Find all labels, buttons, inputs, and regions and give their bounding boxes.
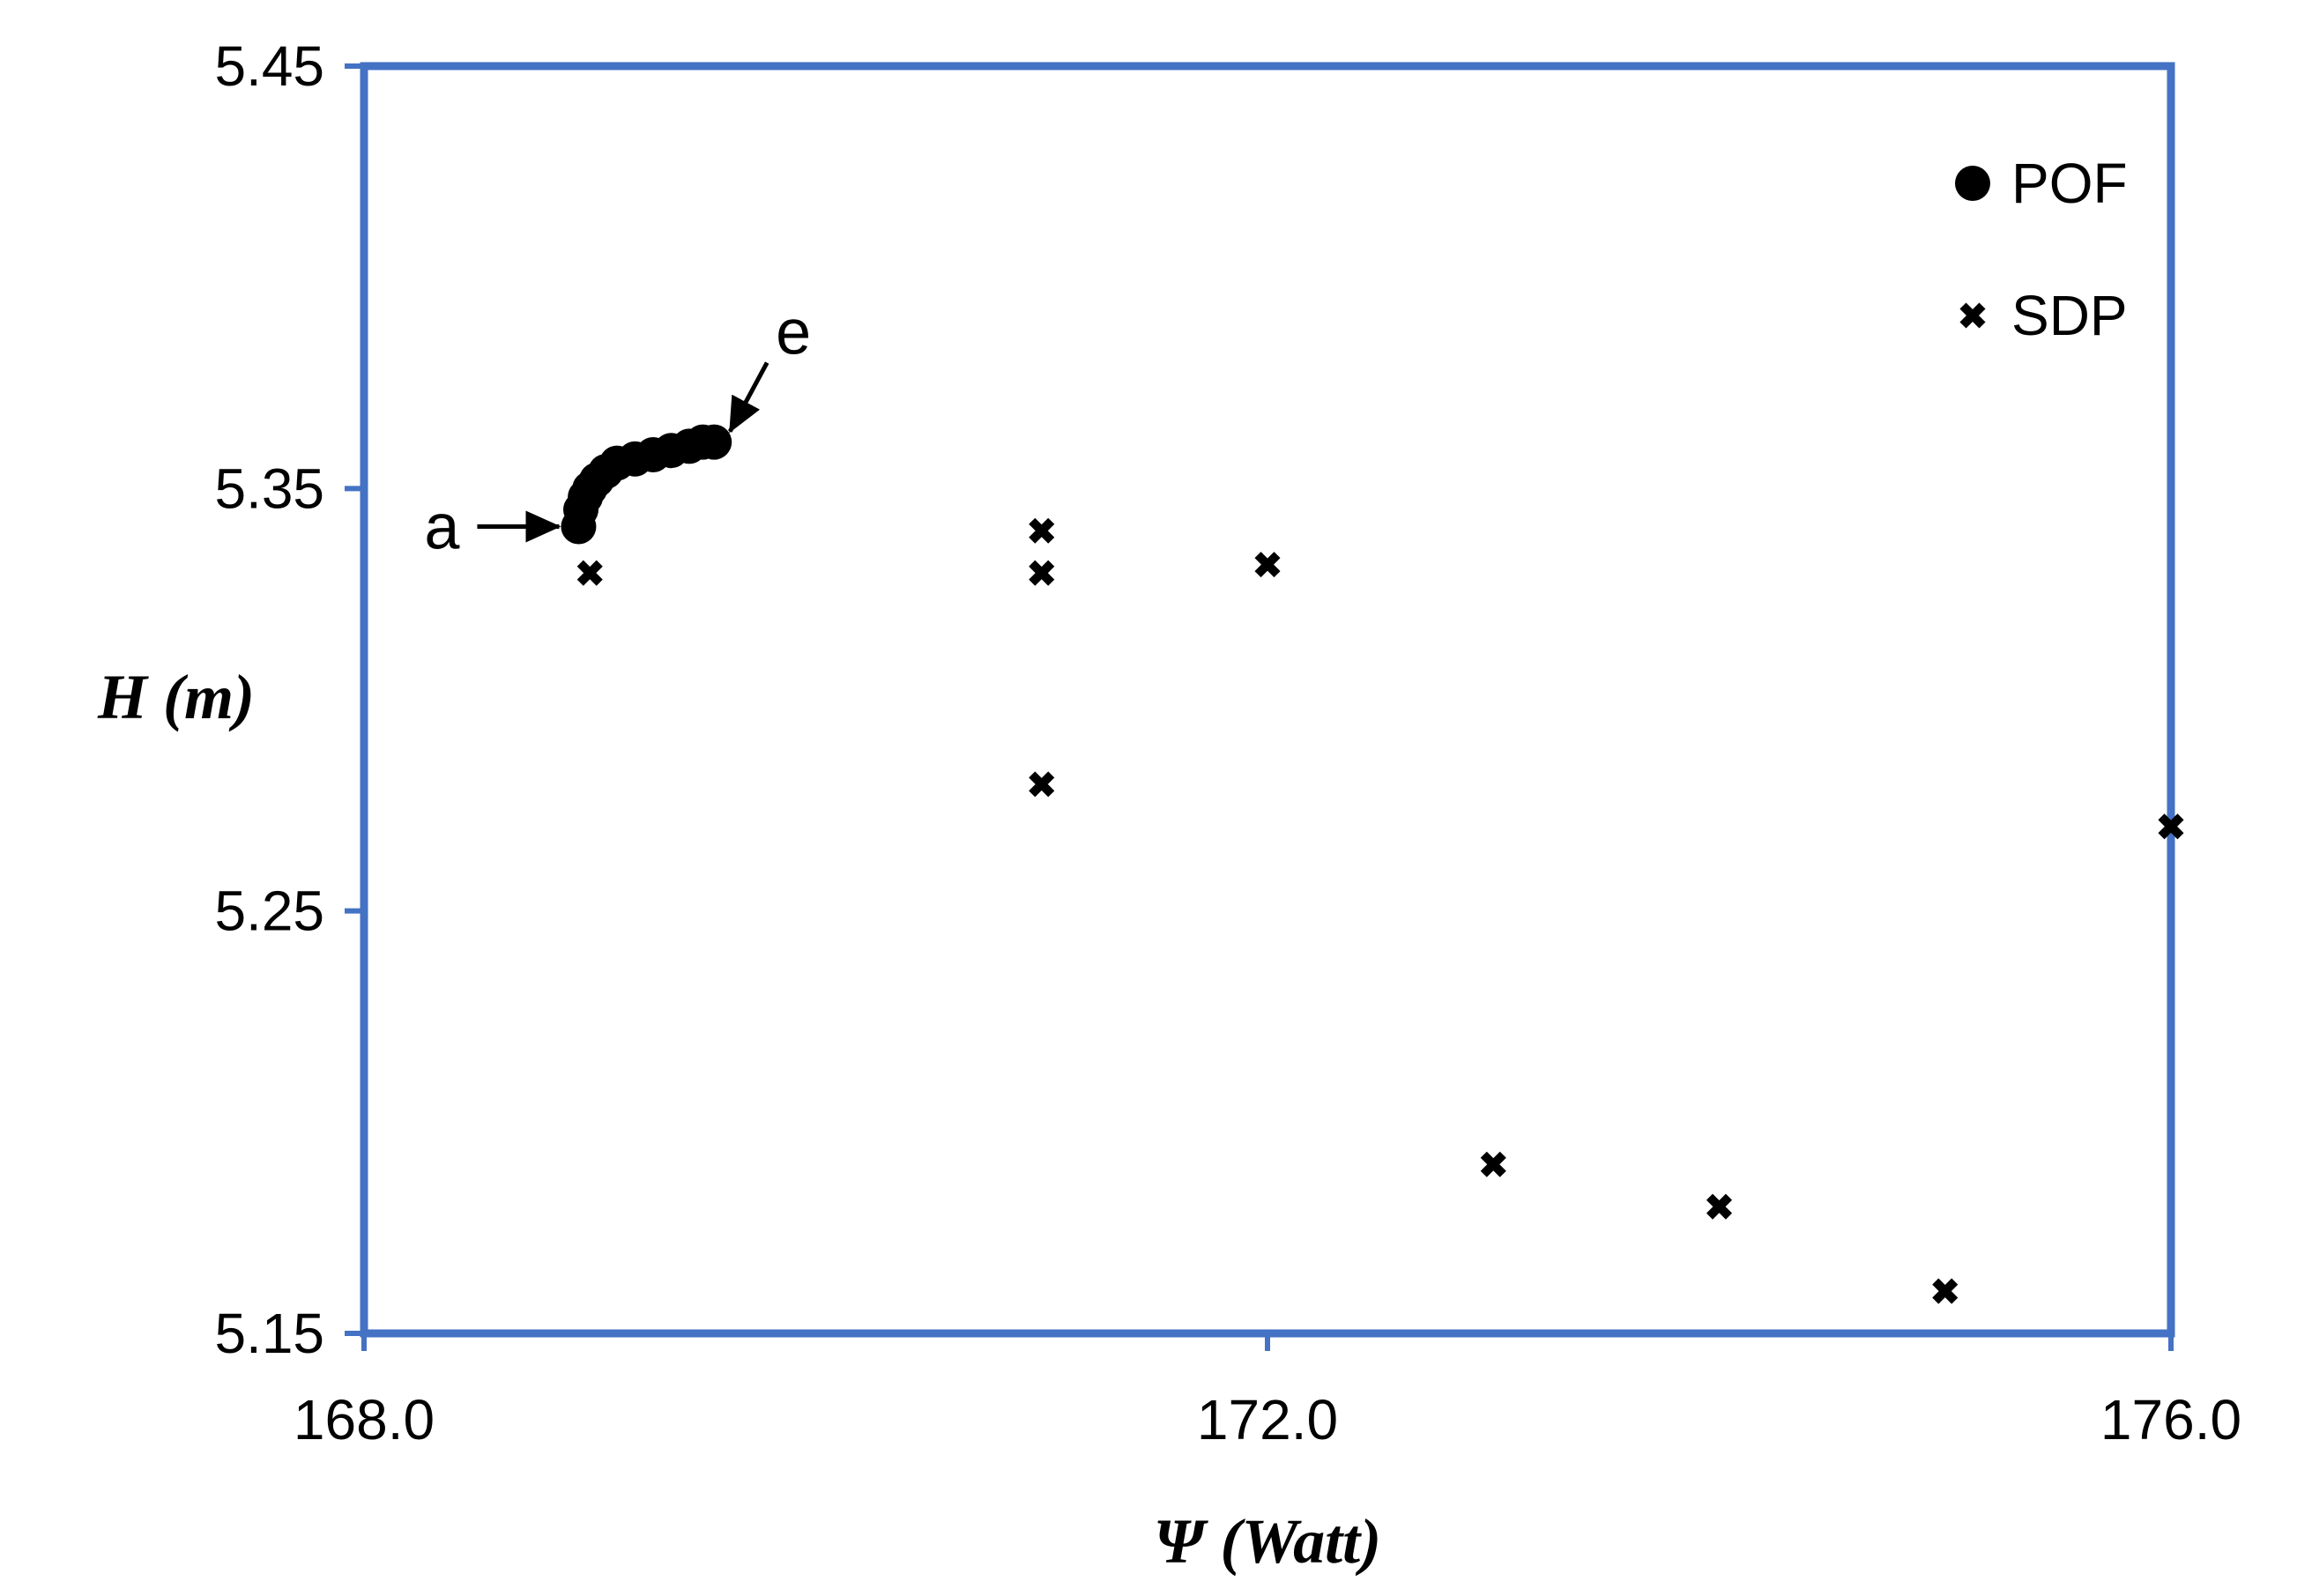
legend-marker-pof (1955, 166, 1990, 201)
annotation-label-e: e (776, 298, 811, 368)
y-tick-label-1: 5.25 (214, 880, 324, 943)
legend-item-pof: POF (1955, 152, 2128, 215)
annotation-arrow-e (727, 361, 769, 434)
annotation-label-a: a (424, 492, 460, 562)
point-sdp-5 (1480, 1151, 1506, 1177)
legend-label-pof: POF (2011, 152, 2128, 215)
y-tick-label-0: 5.15 (214, 1302, 324, 1365)
point-sdp-6 (1706, 1193, 1733, 1220)
point-sdp-8 (2158, 813, 2184, 840)
point-sdp-3 (1029, 771, 1055, 798)
plot-border (360, 62, 2175, 1338)
point-sdp-4 (1254, 552, 1281, 578)
legend-item-sdp: SDP (1959, 284, 2128, 347)
point-sdp-1 (1029, 517, 1055, 544)
x-tick-label-0: 168.0 (294, 1388, 435, 1451)
y-axis-title: H (m) (97, 662, 255, 732)
y-tick-label-3: 5.45 (214, 34, 324, 98)
y-tick-label-2: 5.35 (214, 457, 324, 520)
point-sdp-0 (576, 560, 603, 586)
plot-frame (360, 62, 2175, 1338)
point-pof-12 (696, 424, 732, 460)
point-sdp-2 (1029, 560, 1055, 586)
x-tick-label-2: 176.0 (2100, 1388, 2241, 1451)
x-tick-label-1: 172.0 (1197, 1388, 1338, 1451)
axis-ticks: 168.0 172.0 176.0 5.15 5.25 5.35 5.45 (214, 34, 2241, 1451)
annotations: ae (424, 298, 811, 563)
legend: POF SDP (1955, 152, 2128, 347)
data-points (561, 424, 2184, 1304)
point-sdp-7 (1932, 1278, 1959, 1304)
x-axis-title: Ψ (Watt) (1154, 1506, 1381, 1577)
legend-marker-sdp (1959, 302, 1986, 329)
legend-label-sdp: SDP (2011, 284, 2128, 347)
